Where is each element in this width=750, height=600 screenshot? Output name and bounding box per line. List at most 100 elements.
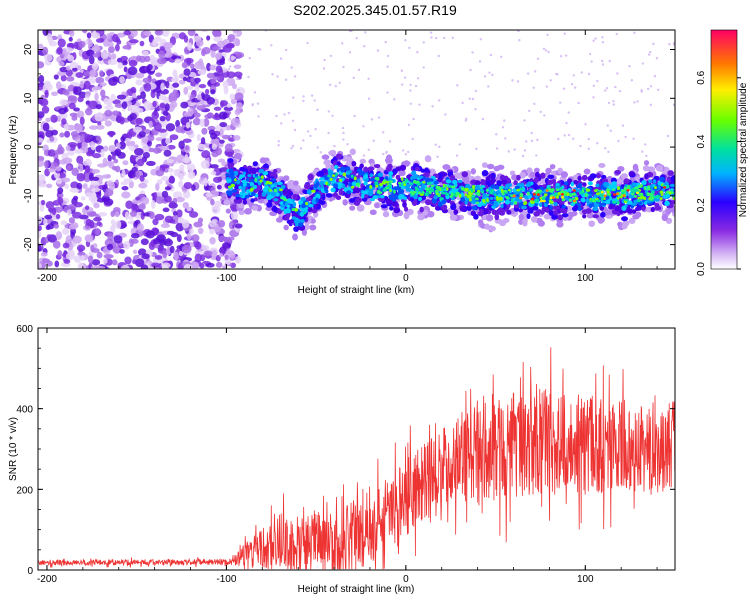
- signal-blob: [441, 187, 445, 192]
- noise-blob: [183, 68, 191, 76]
- sparse-dot: [533, 70, 537, 73]
- noise-blob: [63, 205, 69, 213]
- noise-blob: [168, 92, 178, 102]
- sparse-dot: [633, 101, 636, 104]
- noise-blob: [100, 148, 105, 158]
- signal-blob: [323, 187, 328, 192]
- noise-blob: [90, 144, 96, 151]
- sparse-dot: [348, 51, 352, 54]
- noise-blob: [120, 264, 130, 269]
- sparse-dot: [418, 103, 421, 106]
- signal-blob: [581, 175, 588, 181]
- signal-blob: [494, 184, 499, 190]
- noise-blob: [158, 50, 165, 59]
- noise-blob: [137, 158, 145, 167]
- noise-blob: [85, 205, 90, 211]
- sparse-dot: [444, 113, 447, 116]
- noise-blob: [136, 95, 142, 100]
- noise-blob: [230, 117, 241, 127]
- signal-blob: [228, 178, 232, 183]
- signal-blob: [251, 205, 259, 211]
- sparse-dot: [652, 42, 655, 46]
- signal-blob: [635, 186, 639, 190]
- noise-blob: [88, 100, 98, 110]
- signal-blob: [311, 198, 316, 204]
- noise-blob: [88, 55, 95, 65]
- signal-blob: [482, 198, 486, 203]
- sparse-dot: [596, 142, 599, 145]
- noise-blob: [199, 118, 205, 128]
- noise-blob: [84, 165, 91, 174]
- chart-title: S202.2025.345.01.57.R19: [293, 2, 457, 18]
- noise-blob: [142, 151, 150, 159]
- signal-blob: [403, 206, 409, 212]
- signal-blob: [382, 188, 387, 192]
- sparse-dot: [290, 146, 293, 150]
- signal-blob: [380, 204, 388, 209]
- noise-blob: [148, 120, 153, 129]
- sparse-dot: [257, 115, 260, 118]
- signal-blob: [490, 189, 495, 192]
- noise-blob: [108, 145, 116, 152]
- signal-blob: [500, 179, 508, 185]
- signal-blob: [667, 170, 674, 177]
- noise-blob: [112, 207, 121, 214]
- signal-blob: [547, 174, 555, 180]
- noise-blob: [224, 143, 233, 152]
- sparse-dot: [567, 133, 571, 137]
- noise-blob: [135, 196, 140, 201]
- signal-blob: [379, 176, 385, 182]
- sparse-dot: [275, 114, 278, 118]
- signal-blob: [280, 196, 285, 200]
- noise-blob: [103, 254, 114, 259]
- signal-blob: [273, 168, 278, 174]
- signal-blob: [547, 179, 554, 185]
- noise-blob: [232, 30, 240, 33]
- sparse-dot: [605, 87, 609, 90]
- signal-blob: [363, 166, 369, 173]
- signal-blob: [660, 193, 664, 197]
- spectrogram-x-axis-label: Height of straight line (km): [298, 285, 415, 296]
- noise-blob: [149, 211, 155, 220]
- noise-blob: [121, 60, 128, 66]
- signal-blob: [391, 200, 399, 207]
- sparse-dot: [228, 117, 232, 120]
- noise-blob: [48, 207, 53, 213]
- signal-blob: [481, 170, 489, 177]
- sparse-dot: [592, 96, 595, 99]
- signal-blob: [298, 221, 304, 227]
- sparse-dot: [657, 88, 660, 91]
- sparse-dot: [422, 41, 425, 44]
- signal-blob: [509, 170, 516, 176]
- sparse-dot: [633, 31, 636, 35]
- signal-blob: [653, 190, 659, 196]
- noise-blob: [201, 127, 208, 135]
- noise-blob: [79, 134, 86, 143]
- noise-blob: [73, 107, 80, 112]
- noise-blob: [217, 176, 223, 183]
- noise-blob: [197, 227, 204, 235]
- signal-blob: [659, 190, 664, 194]
- noise-blob: [211, 143, 218, 150]
- spectrogram-y-tick-label: 0: [23, 144, 34, 150]
- sparse-dot: [227, 67, 231, 71]
- noise-blob: [89, 77, 96, 84]
- noise-blob: [194, 84, 200, 93]
- signal-blob: [652, 179, 657, 184]
- signal-blob: [338, 189, 344, 196]
- noise-blob: [128, 59, 138, 67]
- signal-blob: [365, 184, 369, 190]
- noise-blob: [154, 213, 165, 221]
- sparse-dot: [237, 88, 240, 92]
- signal-blob: [272, 205, 277, 211]
- signal-blob: [513, 201, 518, 205]
- signal-blob: [616, 186, 621, 191]
- signal-blob: [594, 189, 598, 193]
- noise-blob: [134, 147, 144, 156]
- sparse-dot: [253, 91, 257, 94]
- signal-blob: [227, 158, 234, 164]
- noise-blob: [97, 163, 107, 168]
- noise-blob: [58, 192, 64, 198]
- noise-blob: [116, 32, 126, 38]
- noise-blob: [114, 211, 120, 218]
